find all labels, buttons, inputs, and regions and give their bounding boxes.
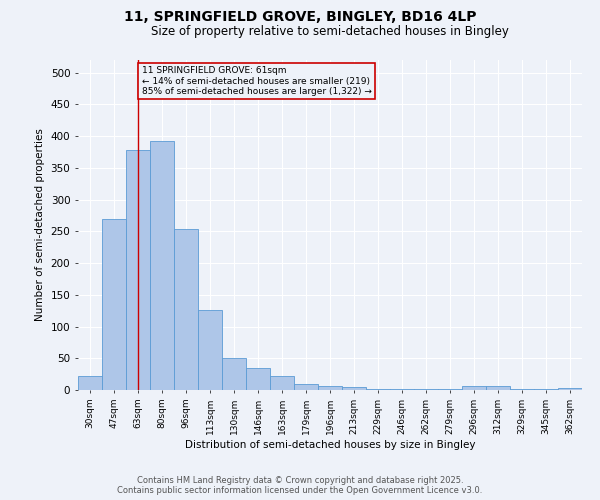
Bar	[366, 388, 390, 390]
Bar	[78, 376, 102, 390]
Bar	[558, 388, 582, 390]
Text: 11 SPRINGFIELD GROVE: 61sqm
← 14% of semi-detached houses are smaller (219)
85% : 11 SPRINGFIELD GROVE: 61sqm ← 14% of sem…	[142, 66, 371, 96]
Text: Contains HM Land Registry data © Crown copyright and database right 2025.
Contai: Contains HM Land Registry data © Crown c…	[118, 476, 482, 495]
Bar	[270, 376, 294, 390]
Bar	[174, 230, 198, 390]
Text: 11, SPRINGFIELD GROVE, BINGLEY, BD16 4LP: 11, SPRINGFIELD GROVE, BINGLEY, BD16 4LP	[124, 10, 476, 24]
Title: Size of property relative to semi-detached houses in Bingley: Size of property relative to semi-detach…	[151, 25, 509, 38]
Bar	[342, 388, 366, 390]
Bar	[198, 310, 222, 390]
Bar	[318, 386, 342, 390]
Bar	[462, 386, 486, 390]
Bar	[294, 384, 318, 390]
Bar	[102, 218, 126, 390]
X-axis label: Distribution of semi-detached houses by size in Bingley: Distribution of semi-detached houses by …	[185, 440, 475, 450]
Bar	[486, 386, 510, 390]
Bar	[126, 150, 150, 390]
Bar	[246, 368, 270, 390]
Bar	[222, 358, 246, 390]
Bar	[150, 140, 174, 390]
Y-axis label: Number of semi-detached properties: Number of semi-detached properties	[35, 128, 45, 322]
